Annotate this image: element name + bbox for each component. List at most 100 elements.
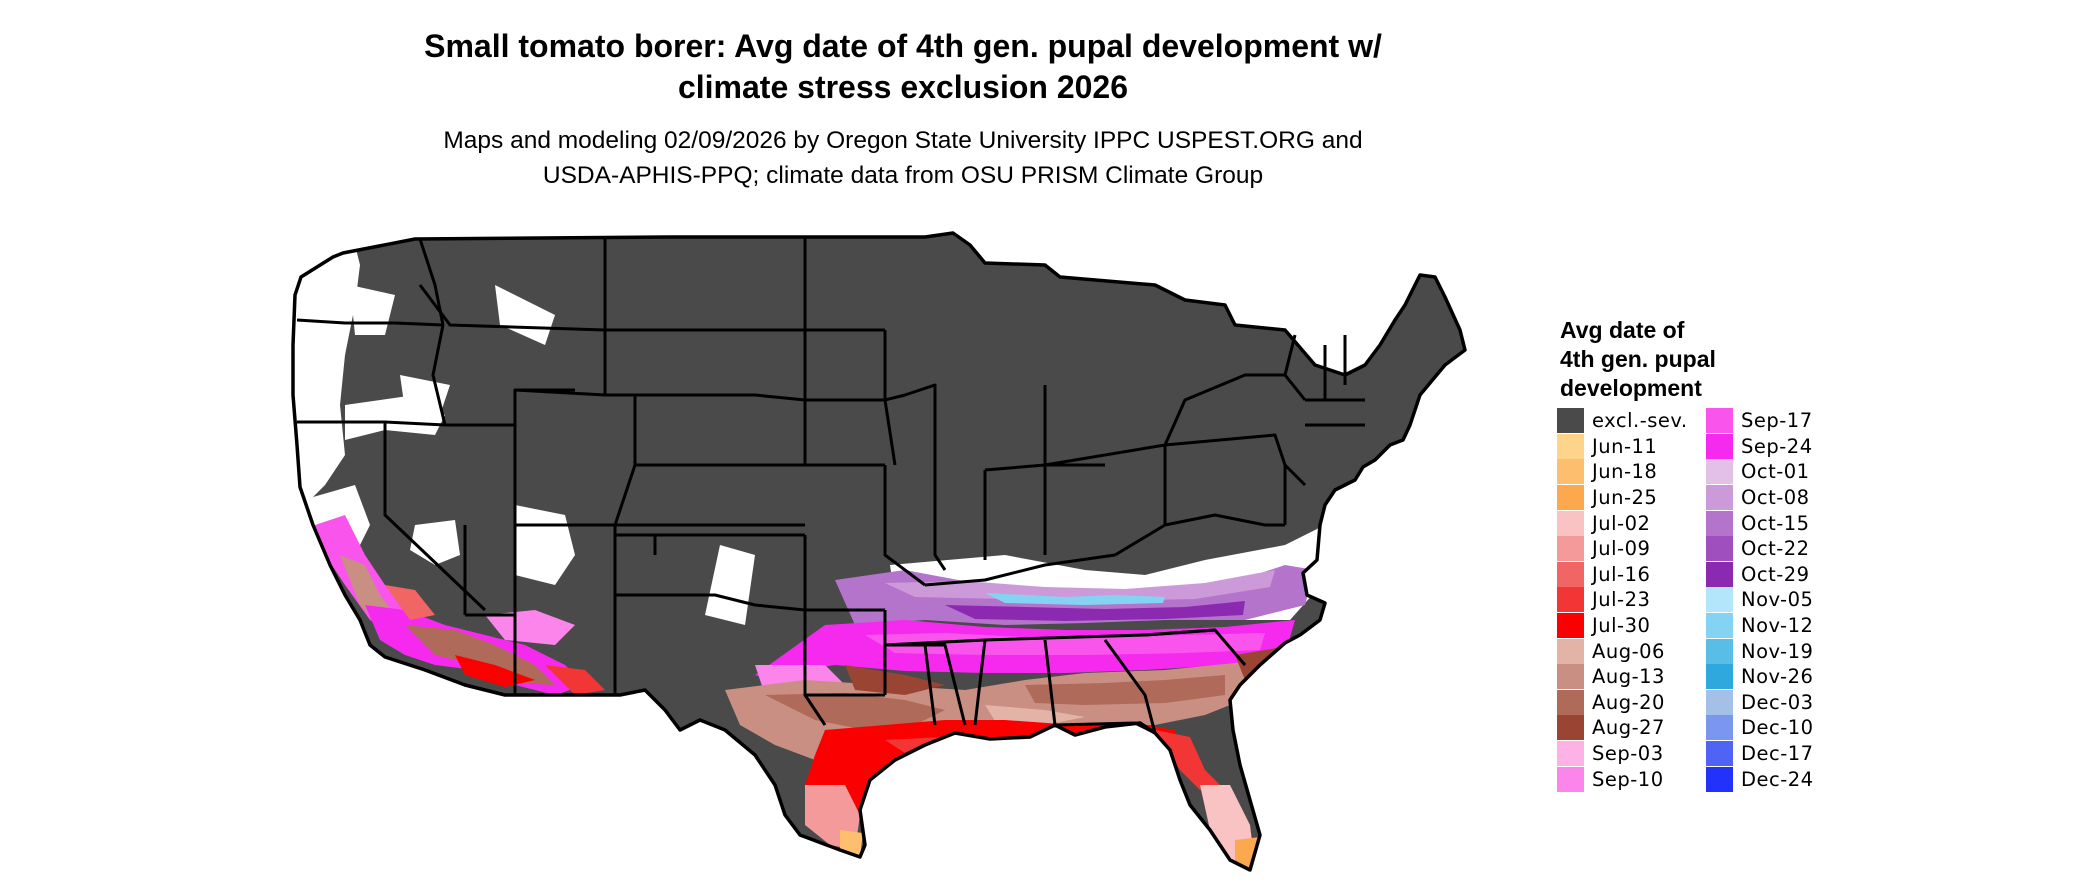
legend-item: Jul-16: [1557, 561, 1688, 588]
legend-swatch: [1706, 587, 1733, 613]
map-subtitle: Maps and modeling 02/09/2026 by Oregon S…: [300, 123, 1506, 193]
legend-item: excl.-sev.: [1557, 408, 1688, 434]
legend-swatch: [1557, 766, 1584, 792]
legend-swatch: [1557, 715, 1584, 741]
legend-swatch: [1706, 485, 1733, 511]
subtitle-line-1: Maps and modeling 02/09/2026 by Oregon S…: [443, 127, 1363, 154]
legend-label: excl.-sev.: [1592, 409, 1688, 433]
legend-label: Nov-05: [1741, 588, 1814, 612]
legend-swatch: [1557, 510, 1584, 536]
legend-swatch: [1557, 613, 1584, 639]
legend-item: Jul-30: [1557, 613, 1688, 639]
title-line-1: Small tomato borer: Avg date of 4th gen.…: [424, 28, 1382, 64]
legend-swatch: [1706, 664, 1733, 690]
legend-label: Sep-17: [1741, 409, 1813, 433]
legend-swatch: [1557, 689, 1584, 715]
legend-item: Nov-26: [1706, 664, 1814, 690]
legend-swatch: [1557, 587, 1584, 613]
legend-label: Jul-16: [1592, 562, 1651, 586]
legend-swatch: [1557, 408, 1584, 434]
legend-item: Oct-08: [1706, 485, 1814, 511]
legend-swatch: [1557, 459, 1584, 485]
legend-item: Jul-09: [1557, 536, 1688, 562]
legend-label: Jun-18: [1592, 460, 1658, 484]
legend-swatch: [1557, 433, 1584, 459]
legend-label: Nov-26: [1741, 665, 1814, 689]
legend-swatch: [1557, 485, 1584, 511]
legend-label: Jul-30: [1592, 614, 1651, 638]
legend-item: Sep-17: [1706, 408, 1814, 434]
legend-swatch: [1706, 715, 1733, 741]
legend-swatch: [1557, 664, 1584, 690]
legend-label: Aug-20: [1592, 690, 1665, 714]
legend-item: Jul-02: [1557, 510, 1688, 536]
legend-title-line-1: Avg date of: [1560, 317, 1685, 343]
legend-item: Dec-10: [1706, 715, 1814, 741]
legend-label: Oct-08: [1741, 486, 1810, 510]
legend-item: Dec-03: [1706, 689, 1814, 716]
legend-item: Dec-17: [1706, 741, 1814, 767]
legend-swatch: [1706, 459, 1733, 485]
legend-item: Nov-05: [1706, 587, 1814, 613]
legend-item: Oct-29: [1706, 561, 1814, 588]
legend-swatch: [1706, 408, 1733, 434]
legend-item: Oct-22: [1706, 536, 1814, 562]
legend-label: Jul-02: [1592, 511, 1651, 535]
legend-item: Oct-15: [1706, 510, 1814, 536]
legend-swatch: [1706, 766, 1733, 792]
legend-column-1: excl.-sev. Jun-11 Jun-18 Jun-25 Jul-02 Jul-09…: [1557, 408, 1688, 792]
legend-item: Oct-01: [1706, 459, 1814, 485]
legend-item: Jun-25: [1557, 485, 1688, 511]
legend-title: Avg date of 4th gen. pupal development: [1560, 316, 1716, 403]
legend-label: Dec-24: [1741, 767, 1814, 791]
title-line-2: climate stress exclusion 2026: [677, 69, 1129, 105]
legend-item: Sep-24: [1706, 433, 1814, 460]
subtitle-line-2: USDA-APHIS-PPQ; climate data from OSU PR…: [542, 162, 1264, 189]
legend-swatch: [1706, 613, 1733, 639]
legend-item: Sep-03: [1557, 741, 1688, 767]
legend-item: Dec-24: [1706, 766, 1814, 792]
legend-swatch: [1706, 638, 1733, 664]
us-map: [291, 231, 1467, 872]
legend-swatch: [1706, 741, 1733, 767]
legend-item: Aug-13: [1557, 664, 1688, 690]
legend-label: Dec-03: [1741, 690, 1814, 714]
legend-label: Oct-22: [1741, 537, 1810, 561]
legend-label: Sep-10: [1592, 767, 1664, 791]
state-boundaries: [291, 231, 1467, 872]
map-title: Small tomato borer: Avg date of 4th gen.…: [300, 26, 1506, 108]
legend-title-line-2: 4th gen. pupal: [1560, 346, 1716, 372]
legend-item: Jun-11: [1557, 433, 1688, 460]
legend-swatch: [1706, 561, 1733, 587]
legend-title-line-3: development: [1560, 375, 1702, 401]
legend-label: Sep-24: [1741, 434, 1813, 458]
legend-swatch: [1706, 536, 1733, 562]
legend-label: Jul-23: [1592, 588, 1651, 612]
legend-swatch: [1706, 510, 1733, 536]
legend-label: Oct-01: [1741, 460, 1810, 484]
legend-label: Jun-25: [1592, 486, 1658, 510]
legend-item: Aug-27: [1557, 715, 1688, 741]
legend-label: Oct-15: [1741, 511, 1810, 535]
legend-item: Aug-06: [1557, 638, 1688, 664]
legend-label: Aug-06: [1592, 639, 1665, 663]
legend-label: Sep-03: [1592, 742, 1664, 766]
legend-label: Nov-12: [1741, 614, 1814, 638]
legend-item: Sep-10: [1557, 766, 1688, 792]
legend-label: Aug-27: [1592, 716, 1665, 740]
legend-swatch: [1557, 638, 1584, 664]
legend-label: Nov-19: [1741, 639, 1814, 663]
legend-item: Jun-18: [1557, 459, 1688, 485]
legend-swatch: [1557, 741, 1584, 767]
legend-column-2: Sep-17 Sep-24 Oct-01 Oct-08 Oct-15 Oct-22 Oct-…: [1706, 408, 1814, 792]
legend-label: Oct-29: [1741, 562, 1810, 586]
legend-label: Jul-09: [1592, 537, 1651, 561]
legend-item: Nov-12: [1706, 613, 1814, 639]
legend-item: Aug-20: [1557, 689, 1688, 716]
legend-swatch: [1557, 536, 1584, 562]
legend-swatch: [1557, 561, 1584, 587]
legend-label: Jun-11: [1592, 434, 1658, 458]
legend-swatch: [1706, 433, 1733, 459]
legend-swatch: [1706, 689, 1733, 715]
legend-label: Dec-17: [1741, 742, 1814, 766]
